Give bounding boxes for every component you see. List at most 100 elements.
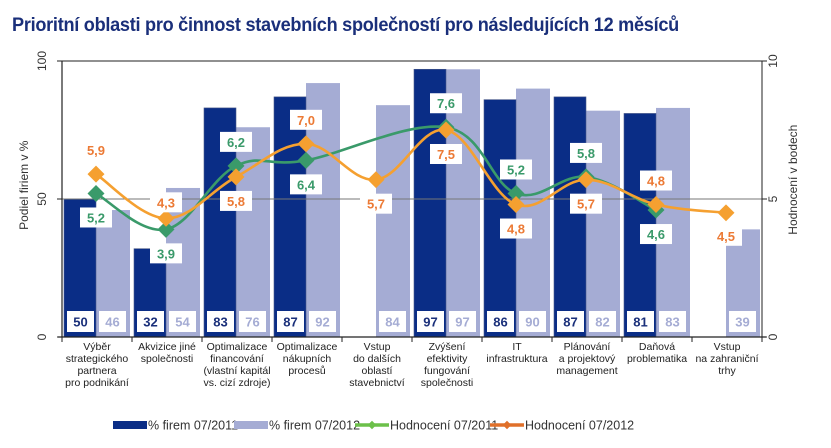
bar-value-box: [557, 311, 584, 332]
hodnoceni-2012-label: 4,8: [647, 174, 665, 189]
category-label-line: společnosti: [421, 377, 474, 389]
category-label-line: a projektový: [559, 353, 616, 365]
hodnoceni-2011-label-box: [570, 142, 602, 163]
category-label-line: strategického: [66, 353, 129, 365]
hodnoceni-2011-label-box: [80, 207, 112, 228]
hodnoceni-2012-marker: [227, 168, 245, 186]
category-label-line: efektivity: [427, 353, 469, 365]
category-label-line: fungování: [424, 365, 470, 377]
hodnoceni-2012-marker: [367, 171, 385, 189]
y-tick-label: 100: [35, 51, 49, 71]
bar-value-2011: 83: [213, 315, 227, 330]
bar-2011: [483, 99, 517, 338]
category-label-line: Výběr: [83, 341, 111, 353]
category-label-line: Plánování: [564, 341, 611, 353]
hodnoceni-2012-label-box: [710, 225, 742, 246]
bar-2011: [553, 96, 587, 338]
hodnoceni-2012-marker: [577, 171, 595, 189]
hodnoceni-2011-label: 3,9: [157, 246, 175, 261]
hodnoceni-2012-marker: [717, 204, 735, 222]
bar-value-2012: 92: [315, 315, 329, 330]
category-label-line: financování: [210, 353, 264, 365]
hodnoceni-2012-label: 5,7: [577, 197, 595, 212]
bar-value-box: [207, 311, 234, 332]
bar-value-box: [379, 311, 406, 332]
hodnoceni-2011-label: 7,6: [437, 96, 455, 111]
category-label-line: Zvýšení: [429, 341, 466, 353]
category-label-line: Optimalizace: [207, 341, 268, 353]
y2-tick-label: 10: [766, 54, 780, 68]
hodnoceni-2012-label-box: [570, 193, 602, 214]
category-label-line: Vstup: [364, 341, 391, 353]
bar-value-box: [277, 311, 304, 332]
category-label-line: partnera: [77, 365, 116, 377]
hodnoceni-2011-label-box: [640, 224, 672, 245]
bar-value-box: [487, 311, 514, 332]
hodnoceni-2012-label-box: [500, 218, 532, 239]
bar-value-2011: 87: [563, 315, 577, 330]
bar-value-2011: 50: [73, 315, 87, 330]
bar-value-2012: 46: [105, 315, 119, 330]
category-label-line: pro podnikání: [65, 377, 129, 389]
category-label-line: IT: [512, 341, 522, 353]
hodnoceni-2012-marker: [507, 196, 525, 214]
bar-value-box: [169, 311, 196, 332]
category-label: IT infrastruktura: [486, 341, 547, 365]
bar-value-2011: 86: [493, 315, 507, 330]
category-label-line: na zahraniční: [695, 353, 758, 365]
hodnoceni-2011-label: 5,2: [507, 162, 525, 177]
hodnoceni-2011-marker: [227, 157, 245, 175]
bar-value-2012: 54: [175, 315, 190, 330]
y2-tick-label: 5: [766, 195, 780, 202]
hodnoceni-2012-label: 7,5: [437, 147, 455, 162]
hodnoceni-2012-marker: [437, 121, 455, 139]
bar-value-2011: 81: [633, 315, 647, 330]
hodnoceni-2012-label: 5,9: [87, 143, 105, 158]
category-label: Optimalizace financování (vlastní kapitál v…: [203, 341, 270, 389]
hodnoceni-2012-marker: [157, 209, 175, 227]
hodnoceni-2011-label-box: [220, 131, 252, 152]
bar-value-box: [309, 311, 336, 332]
legend: % firem 07/2011 % firem 07/2012 Hodnocení …: [113, 419, 634, 433]
hodnoceni-2012-marker: [647, 196, 665, 214]
hodnoceni-2012-label: 4,5: [717, 229, 735, 244]
bar-value-box: [417, 311, 444, 332]
category-label-line: vs. cizí zdroje): [203, 377, 270, 389]
legend-label: Hodnocení 07/2012: [525, 419, 634, 433]
bar-2012: [446, 69, 480, 337]
category-label-line: problematika: [627, 353, 687, 365]
category-label: Vstup do dalších oblastí stavebnictví: [349, 341, 405, 389]
hodnoceni-2012-label: 5,8: [227, 194, 245, 209]
hodnoceni-2012-label-box: [150, 192, 182, 213]
hodnoceni-2011-label: 4,6: [647, 227, 665, 242]
bar-value-2012: 90: [525, 315, 539, 330]
category-label-line: společnosti: [141, 353, 194, 365]
hodnoceni-2012-label-box: [640, 170, 672, 191]
category-label-line: (vlastní kapitál: [203, 365, 270, 377]
y-tick-label: 50: [35, 192, 49, 206]
bar-value-box: [519, 311, 546, 332]
bar-value-2012: 84: [385, 315, 400, 330]
labels-layer: 50 46 32 54 83 76 87 92 84 97 97 86 90 87 82 81 83 39 5,2 3…: [67, 93, 756, 332]
hodnoceni-2011-marker: [87, 184, 105, 202]
hodnoceni-2011-label-box: [500, 159, 532, 180]
category-label-line: Akvizice jiné: [138, 341, 196, 353]
category-label-line: management: [556, 365, 617, 377]
bar-value-2011: 97: [423, 315, 437, 330]
legend-item: % firem 07/2011: [113, 419, 238, 433]
hodnoceni-2012-label-box: [290, 109, 322, 130]
bar-value-2012: 97: [455, 315, 469, 330]
bar-value-2011: 87: [283, 315, 297, 330]
legend-item: Hodnocení 07/2012: [490, 419, 634, 433]
category-label-line: Daňová: [639, 341, 675, 353]
hodnoceni-2012-label: 7,0: [297, 113, 315, 128]
hodnoceni-2011-marker: [507, 184, 525, 202]
category-label-line: Vstup: [714, 341, 741, 353]
hodnoceni-2012-label: 4,3: [157, 195, 175, 210]
bars-layer: [63, 68, 760, 338]
hodnoceni-2011-label-box: [290, 174, 322, 195]
hodnoceni-2012-label-box: [80, 140, 112, 161]
category-label: Výběr strategického partnera pro podnikání: [65, 341, 129, 389]
bar-value-2012: 39: [735, 315, 749, 330]
bar-value-box: [449, 311, 476, 332]
